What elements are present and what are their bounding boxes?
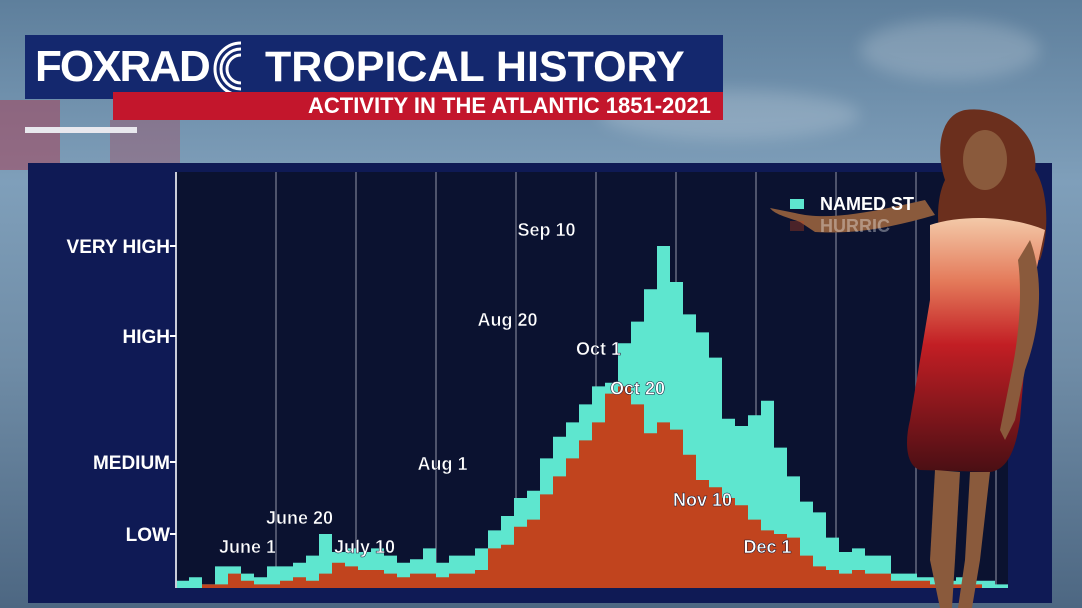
annotation-label: Dec 1 bbox=[743, 537, 791, 557]
header-banner: FOXRAD TROPICAL HISTORY ACTIVITY IN THE … bbox=[25, 35, 725, 133]
legend-item: NAMED ST bbox=[790, 193, 914, 215]
annotation-label: Oct 1 bbox=[576, 339, 621, 359]
presenter-leg bbox=[958, 472, 990, 608]
presenter-arm-right bbox=[1000, 240, 1040, 440]
annotation-label: June 1 bbox=[219, 537, 276, 557]
annotation-label: Sep 10 bbox=[517, 220, 575, 240]
chart-legend: NAMED ST HURRIC bbox=[790, 193, 914, 237]
header-accent-strip bbox=[25, 127, 137, 133]
legend-item: HURRIC bbox=[790, 215, 914, 237]
page-subtitle: ACTIVITY IN THE ATLANTIC 1851-2021 bbox=[307, 93, 711, 118]
annotation-label: Aug 20 bbox=[477, 310, 537, 330]
page-title: TROPICAL HISTORY bbox=[265, 42, 685, 91]
y-tick-label: HIGH bbox=[123, 327, 171, 348]
presenter-arm bbox=[770, 200, 935, 233]
series-area-hurricanes bbox=[176, 386, 1008, 588]
presenter-leg bbox=[930, 470, 960, 608]
legend-swatch-named bbox=[790, 199, 804, 209]
logo-text: FOXRAD bbox=[35, 42, 211, 91]
annotation-label: Aug 1 bbox=[417, 454, 467, 474]
title-box: TROPICAL HISTORY bbox=[265, 35, 723, 99]
legend-swatch-hurricanes bbox=[790, 221, 804, 231]
presenter-face bbox=[963, 130, 1007, 190]
annotation-label: Nov 10 bbox=[673, 490, 732, 510]
y-tick-label: VERY HIGH bbox=[67, 237, 170, 258]
background-cloud bbox=[860, 20, 1040, 80]
subtitle-box: ACTIVITY IN THE ATLANTIC 1851-2021 bbox=[113, 92, 723, 120]
series-area-named-storms bbox=[176, 246, 1008, 588]
background-block bbox=[0, 100, 60, 170]
annotation-label: Oct 20 bbox=[610, 378, 665, 398]
legend-label-hurricanes: HURRIC bbox=[820, 215, 890, 236]
legend-label-named: NAMED ST bbox=[820, 193, 914, 214]
y-tick-label: LOW bbox=[126, 525, 170, 546]
annotation-label: July 10 bbox=[334, 537, 395, 557]
annotation-label: June 20 bbox=[266, 508, 333, 528]
y-tick-label: MEDIUM bbox=[93, 453, 170, 474]
